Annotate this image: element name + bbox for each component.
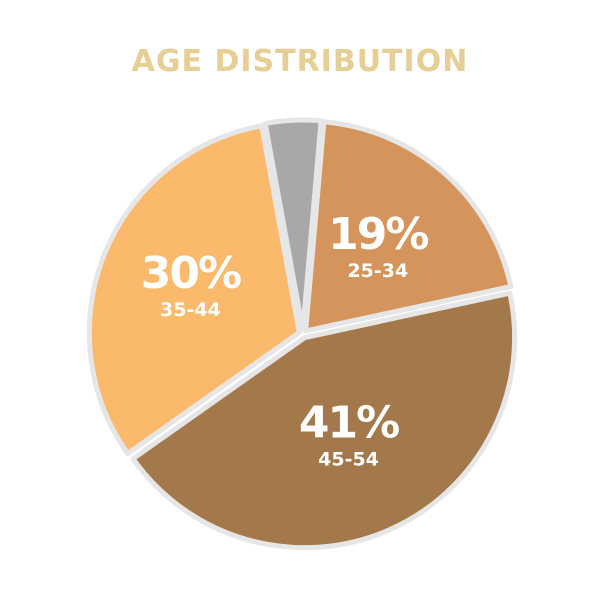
pie-slice-other <box>262 117 324 333</box>
slice-category-label: 25-34 <box>347 260 408 282</box>
pie-slice-45-54 <box>130 290 518 551</box>
chart-title: AGE DISTRIBUTION <box>131 44 469 79</box>
slice-percent-label: 19% <box>328 209 428 260</box>
slice-percent-label: 41% <box>299 398 399 449</box>
pie-slices <box>86 117 518 551</box>
slice-category-label: 45-54 <box>318 449 379 471</box>
pie-slice-35-44 <box>86 123 302 457</box>
pie-slice-25-34 <box>303 119 514 334</box>
pie-labels: 19%25-34 41%45-54 30%35-44 <box>141 209 431 471</box>
slice-percent-label: 30% <box>141 248 241 299</box>
slice-category-label: 35-44 <box>160 299 221 321</box>
